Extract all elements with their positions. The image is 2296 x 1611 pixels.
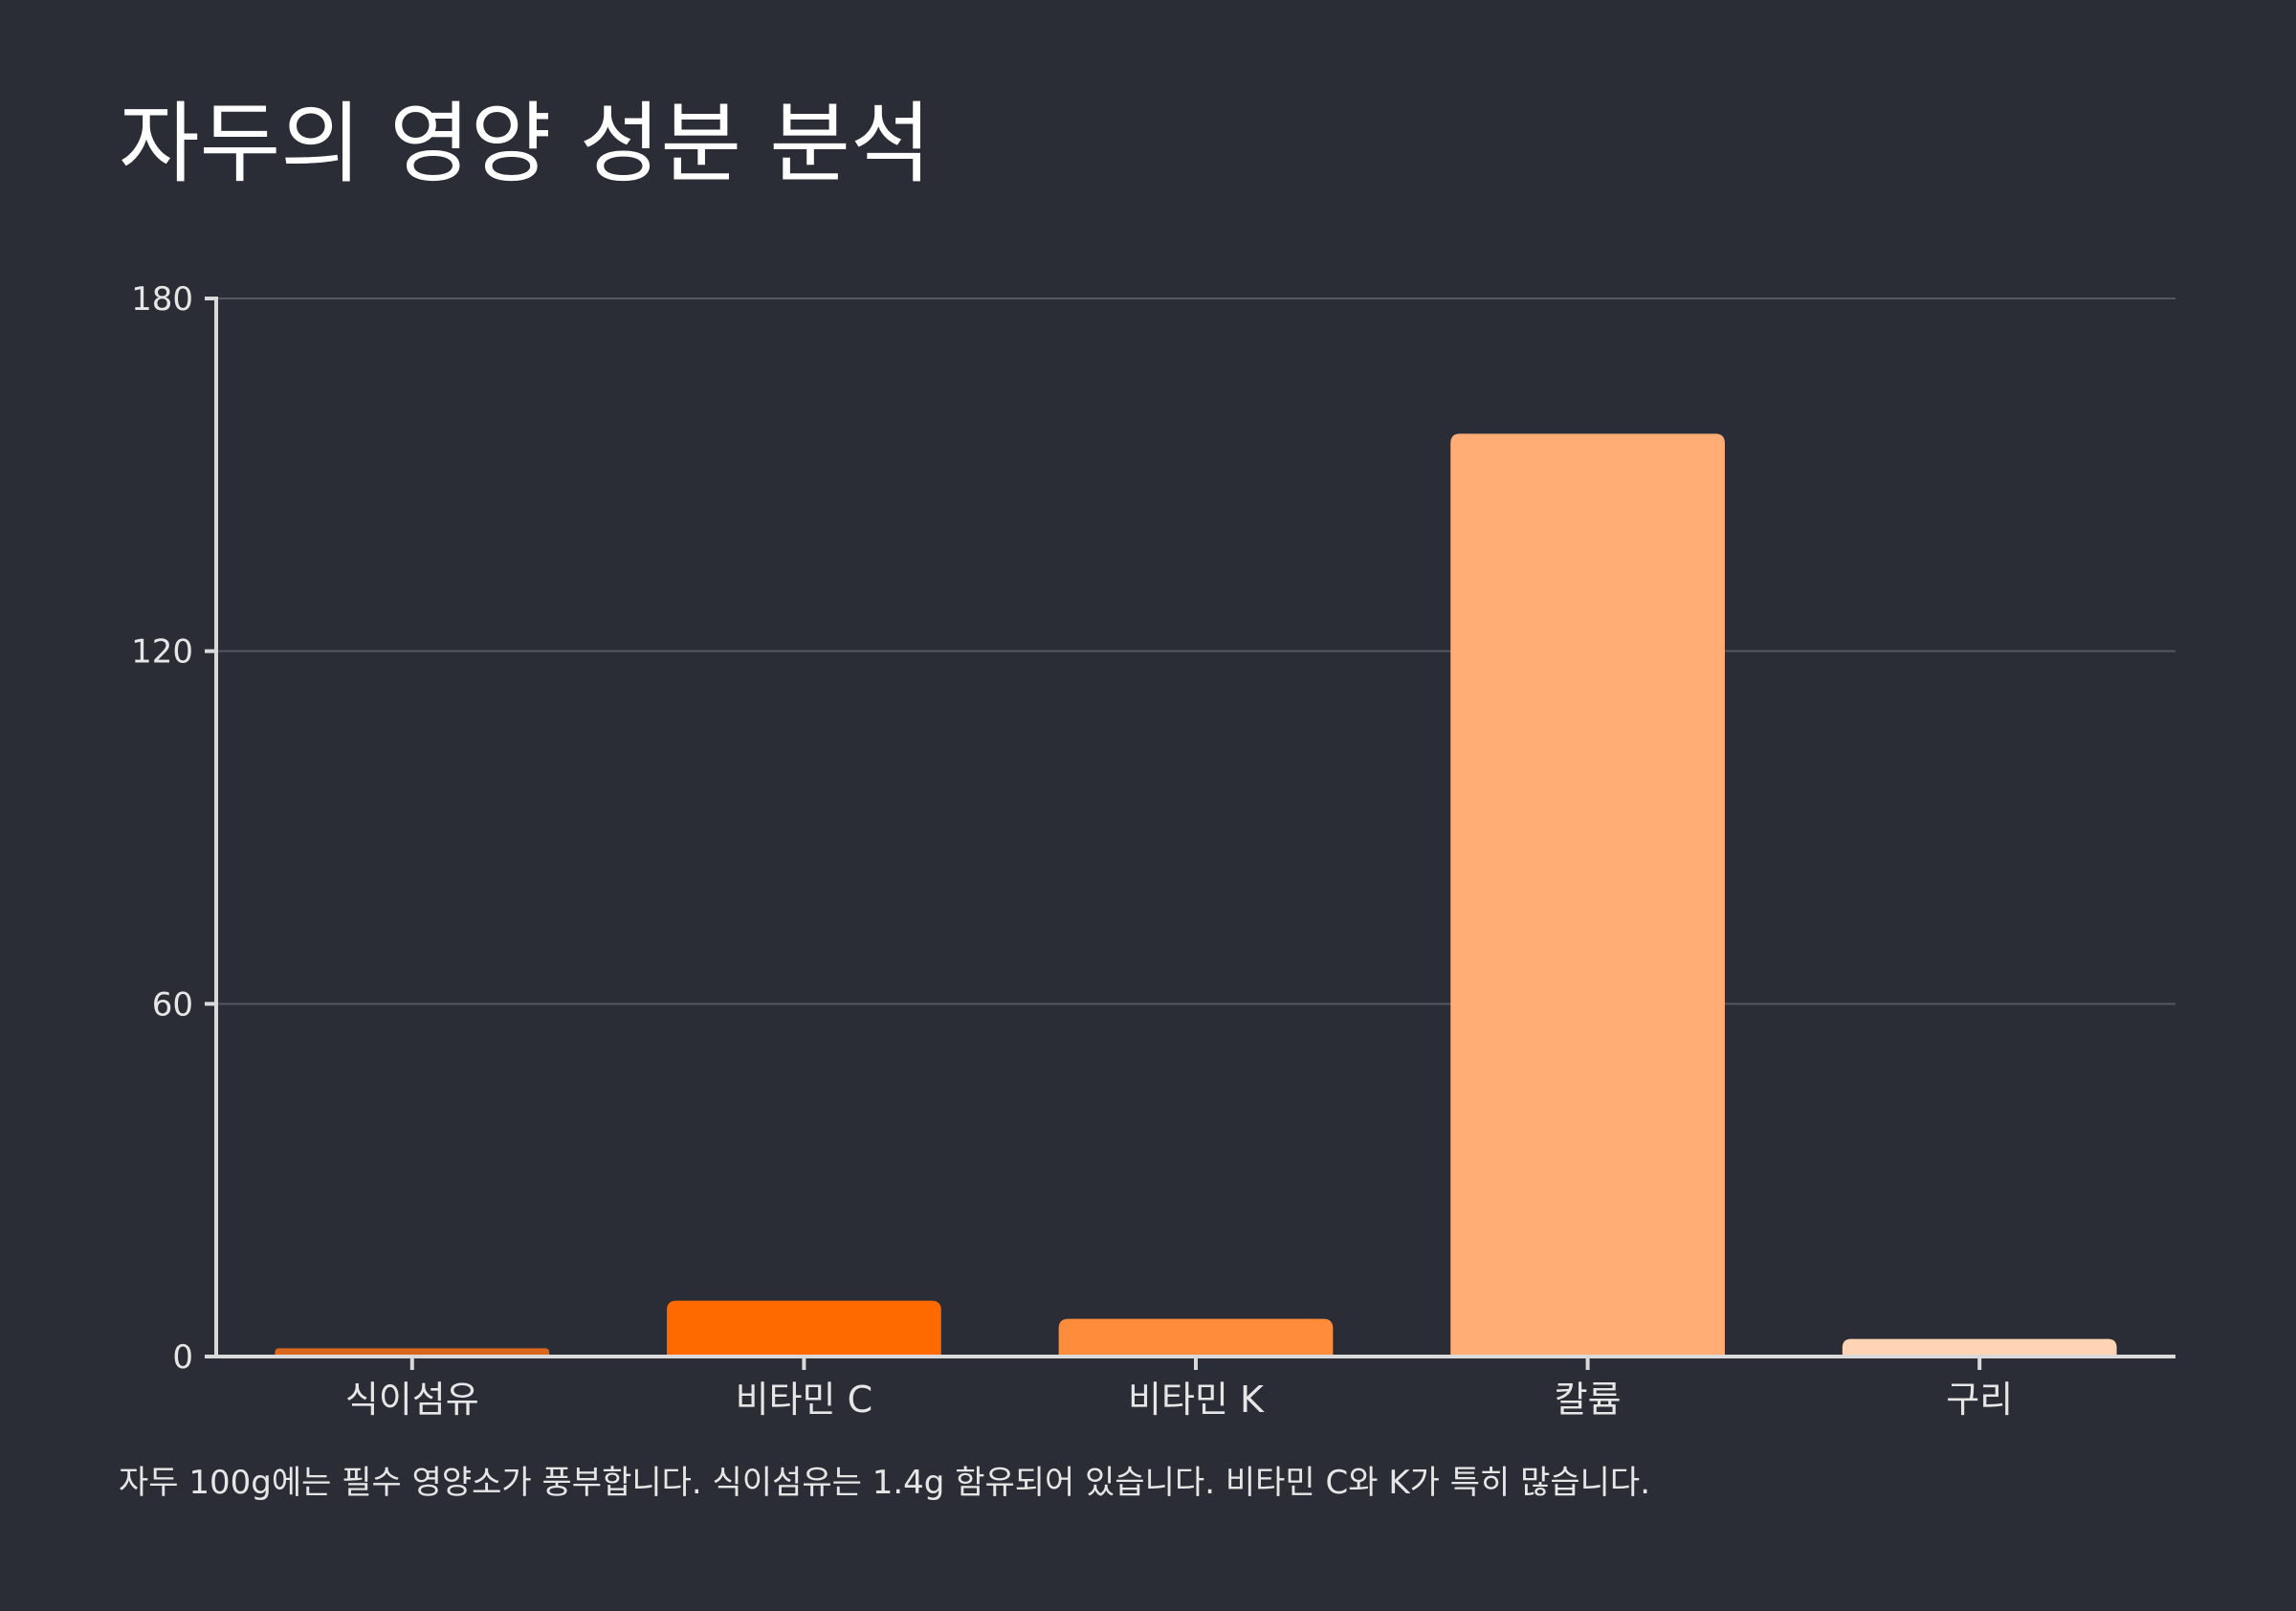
x-tick-label: 비타민 K <box>1128 1379 1265 1421</box>
x-tick-label: 식이섬유 <box>345 1379 479 1421</box>
y-tick-label: 120 <box>131 633 193 672</box>
y-tick-label: 60 <box>152 985 193 1024</box>
bar <box>1842 1338 2117 1357</box>
bar <box>1450 433 1725 1357</box>
chart-title: 자두의 영양 성분 분석 <box>119 93 932 195</box>
x-tick-label: 구리 <box>1946 1379 2013 1421</box>
bar <box>667 1300 941 1357</box>
y-tick-label: 180 <box>131 280 193 319</box>
x-tick-label: 비타민 C <box>736 1379 873 1421</box>
x-tick-label: 칼륨 <box>1555 1379 1622 1421</box>
axis-labels: 0 60 120 180 식이섬유 비타민 C 비타민 K 칼륨 구리 <box>131 280 2013 1421</box>
grid-lines <box>216 298 2175 1005</box>
chart-caption: 자두 100g에는 필수 영양소가 풍부합니다. 식이섬유는 1.4g 함유되어… <box>119 1464 1651 1502</box>
bar <box>1058 1318 1334 1357</box>
axes <box>205 297 2175 1370</box>
bar <box>275 1348 550 1357</box>
bars <box>275 433 2117 1357</box>
y-tick-label: 0 <box>172 1338 193 1377</box>
